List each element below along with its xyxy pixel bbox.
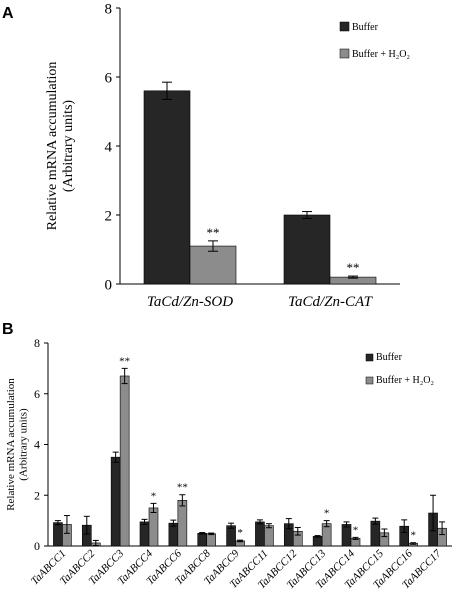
chart-b-y-axis-label: Relative mRNA accumulation(Arbitrary uni… (5, 378, 30, 511)
chart-a-x-tick-label: TaCd/Zn-CAT (288, 294, 374, 310)
chart-b-legend-label: Buffer (376, 352, 403, 363)
chart-b-bar-h2o2 (148, 507, 159, 547)
chart-b-bar-h2o2 (119, 375, 130, 547)
chart-a-bar-buffer (283, 214, 331, 285)
panel-a-letter: A (2, 5, 14, 22)
chart-a-significance-label: ** (347, 260, 360, 275)
chart-a-x-tick-label: TaCd/Zn-SOD (147, 294, 233, 310)
chart-b-significance-label: * (151, 490, 157, 502)
chart-b-significance-label: * (410, 530, 416, 542)
chart-b-y-tick-label: 4 (34, 438, 40, 452)
chart-b-bar-h2o2 (206, 533, 217, 547)
chart-b-significance-label: * (237, 527, 243, 539)
chart-b-y-tick-label: 6 (34, 387, 40, 401)
chart-b-y-tick-label: 8 (34, 336, 40, 350)
chart-b-bar-buffer (139, 521, 150, 547)
chart-b-bar-h2o2 (264, 525, 274, 547)
chart-a-y-tick-label: 6 (105, 70, 113, 86)
chart-a-y-axis-label-line: Relative mRNA accumulation (45, 62, 60, 231)
chart-b-y-axis-label-line: Relative mRNA accumulation (5, 378, 17, 511)
chart-a-legend-label: Buffer + H₂O₂ (352, 49, 410, 60)
chart-a-legend-swatch-buffer (339, 21, 350, 32)
chart-b-significance-label: * (324, 508, 330, 520)
chart-b-bar-buffer (53, 522, 63, 547)
panel-b-letter: B (2, 321, 14, 338)
chart-a-bar-h2o2 (189, 245, 237, 285)
chart-a-y-tick-label: 4 (105, 139, 113, 155)
chart-b-bar-buffer (341, 524, 352, 547)
chart-b-y-axis-label-line: (Arbitrary units) (18, 408, 30, 481)
chart-b-bar-h2o2 (177, 500, 188, 547)
chart-b-significance-label: ** (177, 482, 188, 494)
chart-b-bar-buffer (370, 520, 381, 547)
chart-a-y-tick-label: 8 (105, 1, 113, 17)
chart-a-significance-label: ** (207, 225, 220, 240)
chart-a: 0 2 4 6 8 Relative mRNA accumulation(Arbitrar… (45, 1, 410, 310)
chart-b-significance-label: ** (119, 355, 130, 367)
chart-a-bar-buffer (143, 90, 191, 285)
chart-b-bar-buffer (197, 533, 208, 547)
chart-b-y-tick-label: 0 (34, 539, 40, 553)
chart-b-bar-buffer (226, 525, 236, 547)
chart-b-legend-swatch-h2o2 (365, 376, 374, 385)
chart-b-bar-buffer (255, 521, 265, 547)
chart-b-legend-swatch-buffer (365, 353, 374, 362)
chart-a-legend-label: Buffer (352, 22, 379, 33)
chart-a-y-tick-label: 2 (105, 208, 113, 224)
chart-b-bar-buffer (110, 456, 121, 547)
chart-b-bar-buffer (312, 536, 323, 547)
chart-b-y-tick-label: 2 (34, 488, 40, 502)
chart-b: 0 2 4 6 8 Relative mRNA accumulation(Arbitrar… (5, 336, 452, 591)
chart-a-y-axis-label-line: (Arbitrary units) (61, 100, 76, 192)
chart-b-legend-label: Buffer + H₂O₂ (376, 375, 434, 386)
chart-a-y-axis-label: Relative mRNA accumulation(Arbitrary uni… (45, 62, 76, 231)
chart-a-legend-swatch-h2o2 (339, 48, 350, 59)
chart-a-y-tick-label: 0 (105, 277, 113, 293)
chart-b-significance-label: * (353, 524, 359, 536)
